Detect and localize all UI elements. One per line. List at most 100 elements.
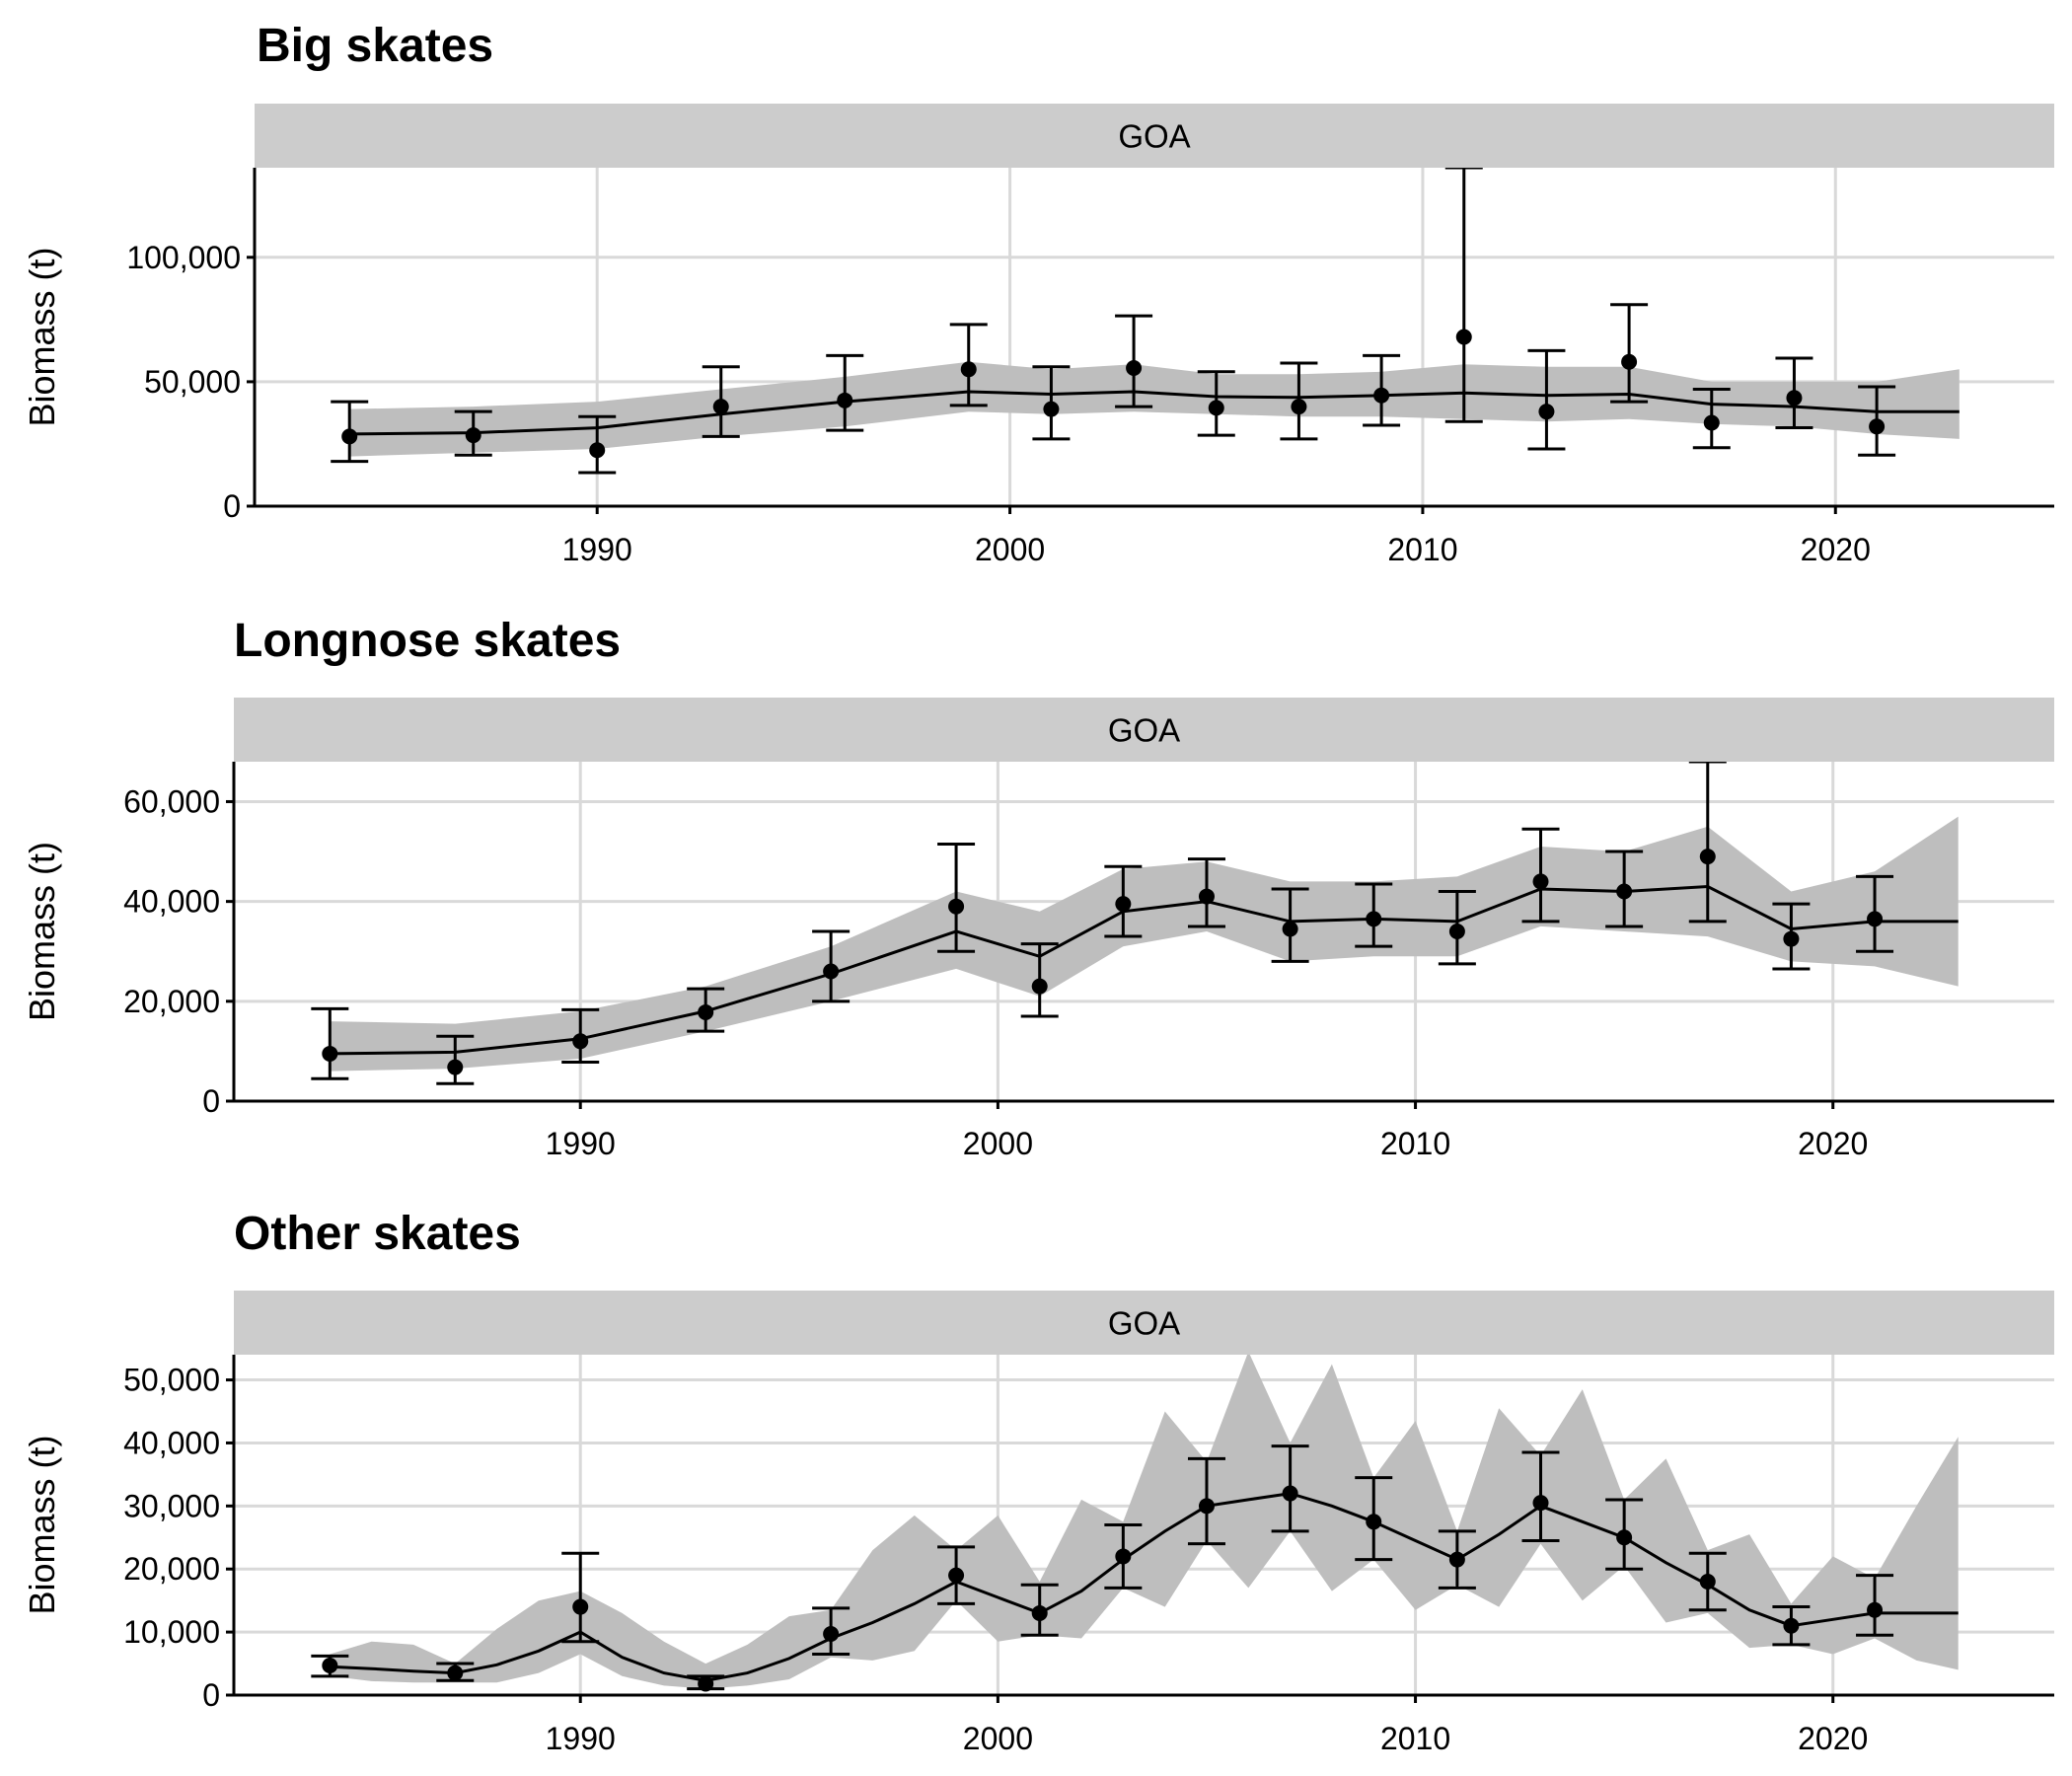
data-point xyxy=(1699,1574,1716,1590)
x-tick-label: 2010 xyxy=(1387,532,1457,567)
panel-title: Longnose skates xyxy=(234,615,621,667)
data-point xyxy=(823,1626,840,1643)
data-point xyxy=(698,1675,714,1692)
data-point xyxy=(1699,849,1716,865)
data-point xyxy=(1366,911,1382,927)
x-tick-label: 2010 xyxy=(1380,1126,1450,1161)
data-point xyxy=(1867,1601,1884,1618)
x-tick-label: 2000 xyxy=(975,532,1045,567)
plot-area xyxy=(311,762,1959,1085)
data-point xyxy=(1282,1485,1298,1502)
data-point xyxy=(1532,873,1549,890)
x-tick-label: 2000 xyxy=(963,1126,1033,1161)
data-point xyxy=(1115,896,1132,913)
data-point xyxy=(1043,401,1060,417)
data-point xyxy=(1783,930,1800,947)
data-point xyxy=(1538,404,1555,420)
data-point xyxy=(1455,329,1472,345)
plot-area xyxy=(331,168,1960,475)
panel-title: Other skates xyxy=(234,1208,521,1260)
panel-title: Big skates xyxy=(257,20,493,72)
data-point xyxy=(948,1567,965,1584)
data-point xyxy=(447,1665,464,1681)
data-point xyxy=(572,1033,589,1050)
data-point xyxy=(1282,921,1298,937)
data-point xyxy=(447,1059,464,1075)
x-tick-label: 2020 xyxy=(1798,1721,1868,1756)
data-point xyxy=(1031,978,1048,995)
data-point xyxy=(837,392,853,408)
data-point xyxy=(1115,1548,1132,1565)
data-point xyxy=(1373,387,1390,404)
data-point xyxy=(1448,1551,1465,1568)
data-point xyxy=(712,399,729,415)
x-tick-label: 1990 xyxy=(546,1126,616,1161)
data-point xyxy=(465,427,481,444)
plot-area xyxy=(311,1355,1959,1692)
y-tick-label: 40,000 xyxy=(123,884,220,920)
data-point xyxy=(572,1598,589,1615)
y-tick-label: 0 xyxy=(223,488,241,524)
data-point xyxy=(1783,1617,1800,1634)
y-axis-title: Biomass (t) xyxy=(22,842,62,1021)
facet-strip xyxy=(255,104,2054,168)
y-tick-label: 60,000 xyxy=(123,783,220,819)
facet-strip xyxy=(234,698,2054,762)
facet-strip xyxy=(234,1291,2054,1355)
panel-1: Big skates GOA 0 50,000 100,000 1990 2000 2010 2… xyxy=(22,20,2054,567)
x-tick-label: 1990 xyxy=(546,1721,616,1756)
data-point xyxy=(1616,883,1633,900)
data-point xyxy=(823,963,840,980)
y-tick-label: 10,000 xyxy=(123,1614,220,1650)
x-tick-label: 1990 xyxy=(562,532,632,567)
data-point xyxy=(1867,911,1884,927)
y-tick-label: 0 xyxy=(202,1083,220,1119)
data-point xyxy=(1208,400,1224,416)
data-point xyxy=(1031,1604,1048,1621)
y-axis-title: Biomass (t) xyxy=(22,247,62,426)
estimate-line xyxy=(330,1492,1959,1682)
data-point xyxy=(1198,1498,1215,1515)
panel-2: Longnose skates GOA 0 20,000 40,000 60,000 199… xyxy=(22,615,2054,1161)
estimate-line xyxy=(330,884,1959,1056)
data-point xyxy=(1616,1529,1633,1546)
estimate-line xyxy=(349,390,1960,436)
x-tick-label: 2020 xyxy=(1798,1126,1868,1161)
facet-label: GOA xyxy=(1108,712,1180,749)
data-point xyxy=(1198,888,1215,905)
y-tick-label: 50,000 xyxy=(144,364,241,400)
confidence-band xyxy=(330,1355,1959,1689)
y-tick-label: 50,000 xyxy=(123,1363,220,1398)
data-point xyxy=(1621,353,1638,370)
data-point xyxy=(322,1657,338,1673)
data-point xyxy=(322,1045,338,1062)
confidence-band xyxy=(349,361,1960,457)
y-tick-label: 20,000 xyxy=(123,1551,220,1587)
data-point xyxy=(1126,360,1143,377)
y-tick-label: 100,000 xyxy=(126,240,241,275)
y-axis-title: Biomass (t) xyxy=(22,1435,62,1614)
data-point xyxy=(589,442,606,459)
facet-label: GOA xyxy=(1108,1305,1180,1342)
data-point xyxy=(1291,399,1307,415)
data-point xyxy=(698,1003,714,1020)
x-tick-label: 2000 xyxy=(963,1721,1033,1756)
data-point xyxy=(1786,390,1803,407)
data-point xyxy=(1869,418,1886,435)
data-point xyxy=(960,361,977,378)
confidence-band xyxy=(330,816,1959,1072)
y-tick-label: 40,000 xyxy=(123,1425,220,1460)
panel-3: Other skates GOA 0 10,000 20,000 30,000 40,000… xyxy=(22,1208,2054,1756)
y-tick-label: 0 xyxy=(202,1677,220,1713)
data-point xyxy=(1532,1495,1549,1512)
data-point xyxy=(948,898,965,915)
x-tick-label: 2020 xyxy=(1801,532,1871,567)
y-tick-label: 30,000 xyxy=(123,1488,220,1523)
y-tick-label: 20,000 xyxy=(123,984,220,1019)
data-point xyxy=(341,428,358,445)
facet-label: GOA xyxy=(1118,118,1190,155)
data-point xyxy=(1366,1514,1382,1530)
data-point xyxy=(1703,414,1720,431)
data-point xyxy=(1448,924,1465,939)
